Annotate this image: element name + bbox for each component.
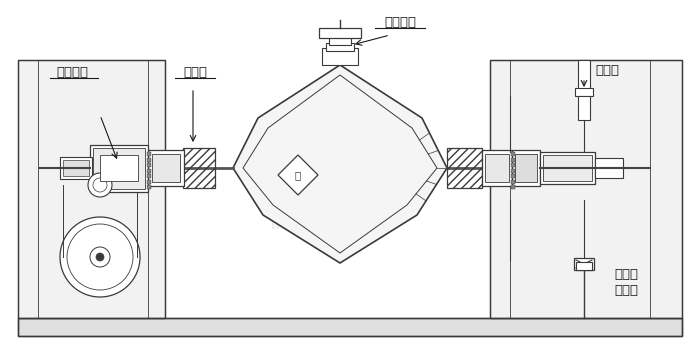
Bar xyxy=(147,157,151,162)
Bar xyxy=(18,60,165,318)
Bar xyxy=(511,168,515,173)
Bar xyxy=(147,185,151,189)
Bar xyxy=(578,96,590,120)
Bar xyxy=(574,258,594,270)
Polygon shape xyxy=(233,65,447,263)
Bar xyxy=(18,318,682,336)
Bar xyxy=(540,152,595,184)
Circle shape xyxy=(96,253,104,261)
Bar xyxy=(90,145,148,192)
Bar xyxy=(511,185,515,189)
Bar xyxy=(447,148,482,188)
Bar xyxy=(147,168,151,173)
Bar xyxy=(578,60,590,92)
Bar xyxy=(63,160,89,176)
Bar xyxy=(322,48,358,65)
Text: 普正干燥: 普正干燥 xyxy=(280,154,380,196)
Bar xyxy=(93,148,145,189)
Bar xyxy=(511,157,515,162)
Bar xyxy=(482,150,512,186)
Bar xyxy=(148,150,184,186)
Text: 冷凝器
或回流: 冷凝器 或回流 xyxy=(614,267,638,297)
Circle shape xyxy=(88,173,112,197)
Bar xyxy=(575,88,593,96)
Bar xyxy=(60,157,92,179)
Bar xyxy=(18,318,682,336)
Bar xyxy=(576,262,592,270)
Polygon shape xyxy=(278,155,318,195)
Bar xyxy=(511,179,515,183)
Text: 密封座: 密封座 xyxy=(183,66,207,79)
Text: 旋转接头: 旋转接头 xyxy=(384,16,416,28)
Bar xyxy=(147,179,151,183)
Circle shape xyxy=(90,247,110,267)
Bar xyxy=(490,60,682,318)
Bar xyxy=(543,155,592,181)
Bar xyxy=(490,60,682,318)
Bar xyxy=(329,35,351,45)
Bar xyxy=(183,148,215,188)
Bar xyxy=(18,60,165,318)
Text: 进热源: 进热源 xyxy=(595,63,619,77)
Bar xyxy=(511,152,515,156)
Bar xyxy=(147,174,151,178)
Bar xyxy=(515,154,537,182)
Bar xyxy=(512,150,540,186)
Bar xyxy=(511,174,515,178)
Bar xyxy=(100,155,138,181)
Bar xyxy=(326,43,354,51)
Bar xyxy=(511,163,515,167)
Bar xyxy=(595,158,623,178)
Text: 井: 井 xyxy=(295,170,301,180)
Bar xyxy=(319,28,361,38)
Bar xyxy=(485,154,509,182)
Text: www.pzdrying.com: www.pzdrying.com xyxy=(271,219,389,231)
Text: 旋转接头: 旋转接头 xyxy=(56,66,88,79)
Circle shape xyxy=(60,217,140,297)
Bar xyxy=(152,154,180,182)
Bar xyxy=(147,163,151,167)
Bar xyxy=(147,152,151,156)
